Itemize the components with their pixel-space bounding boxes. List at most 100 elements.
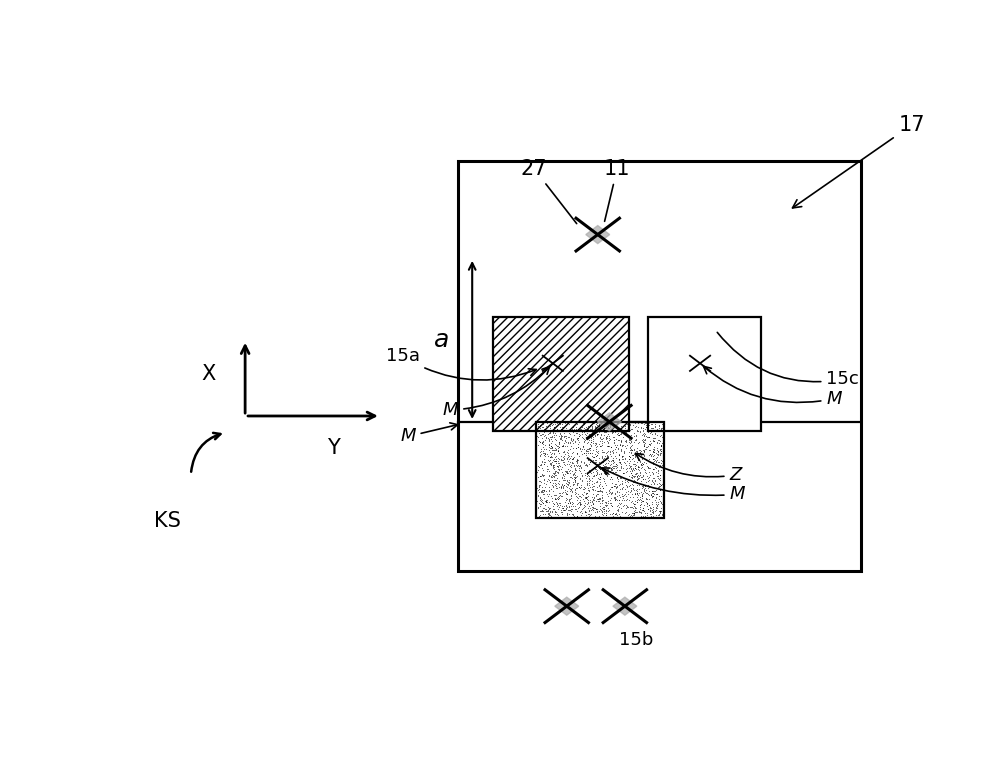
Point xyxy=(553,430,569,442)
Point xyxy=(592,484,608,496)
Point xyxy=(591,439,607,451)
Point xyxy=(598,509,614,521)
Point xyxy=(534,496,550,508)
Point xyxy=(627,468,643,480)
Point xyxy=(653,502,669,515)
Point xyxy=(595,446,611,458)
Point xyxy=(548,434,564,446)
Point xyxy=(558,466,574,478)
Point xyxy=(645,506,661,518)
Point xyxy=(543,490,559,502)
Point xyxy=(646,485,662,497)
Point xyxy=(547,489,563,501)
Point xyxy=(544,511,560,523)
Point xyxy=(560,476,576,488)
Point xyxy=(626,507,642,519)
Point xyxy=(600,450,616,462)
Point xyxy=(556,470,572,482)
Point xyxy=(547,467,563,479)
Point xyxy=(531,480,547,492)
Point xyxy=(622,418,638,430)
Point xyxy=(582,419,598,431)
Point xyxy=(554,467,570,479)
Point xyxy=(554,434,570,446)
Point xyxy=(624,444,640,456)
Point xyxy=(543,448,559,461)
Point xyxy=(597,468,613,480)
Point xyxy=(638,421,654,433)
Point xyxy=(645,435,661,448)
Point xyxy=(579,423,595,435)
Point xyxy=(652,448,668,461)
Point xyxy=(614,489,630,502)
Point xyxy=(581,485,597,497)
Point xyxy=(553,505,569,518)
Point xyxy=(608,507,624,519)
Point xyxy=(620,474,636,486)
Point xyxy=(532,435,548,448)
Point xyxy=(564,496,580,508)
Point xyxy=(534,484,550,496)
Point xyxy=(599,448,615,461)
Point xyxy=(566,451,582,463)
Point xyxy=(622,451,638,463)
Point xyxy=(550,499,566,511)
Point xyxy=(533,476,549,488)
Polygon shape xyxy=(613,597,637,615)
Point xyxy=(551,435,567,448)
Point xyxy=(614,440,630,452)
Point xyxy=(577,434,593,446)
Point xyxy=(592,493,608,505)
Point xyxy=(652,484,668,496)
Point xyxy=(602,421,618,433)
Point xyxy=(637,417,653,429)
Point xyxy=(618,502,634,514)
Point xyxy=(623,444,639,456)
Point xyxy=(614,483,630,496)
Point xyxy=(612,458,628,470)
Point xyxy=(596,511,612,523)
Point xyxy=(646,453,662,465)
Point xyxy=(536,456,552,468)
Point xyxy=(554,423,570,435)
Point xyxy=(570,454,586,466)
Point xyxy=(640,461,656,473)
Point xyxy=(534,467,550,480)
Point xyxy=(636,450,652,462)
Point xyxy=(580,442,596,454)
Point xyxy=(543,458,559,470)
Point xyxy=(603,441,619,453)
Point xyxy=(560,505,576,517)
Point xyxy=(650,464,666,476)
Point xyxy=(532,429,548,442)
Point xyxy=(636,418,652,430)
Point xyxy=(598,504,614,516)
Point xyxy=(631,505,647,518)
Point xyxy=(584,472,600,484)
Point xyxy=(569,447,585,459)
Point xyxy=(635,510,651,522)
Point xyxy=(584,429,600,442)
Point xyxy=(556,450,572,462)
Point xyxy=(530,439,546,451)
Point xyxy=(652,474,668,486)
Point xyxy=(607,480,623,492)
Point xyxy=(555,504,571,516)
Point xyxy=(601,484,617,496)
Point xyxy=(565,476,581,488)
Point xyxy=(649,470,665,482)
Point xyxy=(618,428,634,440)
Point xyxy=(598,432,614,444)
Point xyxy=(609,471,625,483)
Point xyxy=(635,486,651,499)
Point xyxy=(621,446,637,458)
Point xyxy=(594,439,610,451)
Point xyxy=(623,485,639,497)
Point xyxy=(568,442,584,454)
Point xyxy=(599,470,615,482)
Point xyxy=(592,500,608,512)
Point xyxy=(563,432,579,445)
Point xyxy=(542,454,558,466)
Point xyxy=(529,482,545,494)
Point xyxy=(598,496,614,508)
